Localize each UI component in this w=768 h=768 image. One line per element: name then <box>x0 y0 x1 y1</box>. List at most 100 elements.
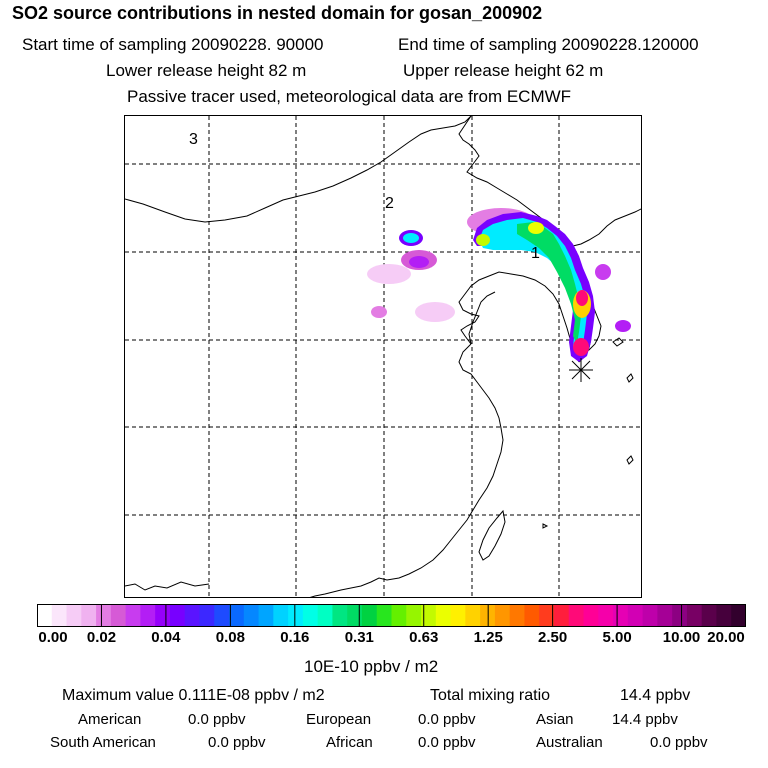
colorbar-cell <box>376 604 393 627</box>
colorbar-cell <box>51 604 68 627</box>
field-hotspot <box>576 290 588 306</box>
map-plot: 3 2 1 <box>125 116 641 597</box>
colorbar-cell <box>184 604 201 627</box>
island <box>626 373 634 383</box>
colorbar-cell <box>288 604 304 627</box>
field-patch <box>615 320 631 332</box>
total-mixing-ratio-value: 14.4 ppbv <box>620 687 691 704</box>
colorbar-cells <box>37 604 746 627</box>
region-value: 0.0 ppbv <box>188 711 246 728</box>
field-patch-faint <box>371 306 387 318</box>
receptor-marker <box>569 358 593 382</box>
colorbar-cell <box>361 604 378 627</box>
region-name: Asian <box>536 711 574 728</box>
colorbar-cell <box>450 604 466 627</box>
colorbar-cell <box>273 604 289 627</box>
colorbar-tick-label: 0.08 <box>215 629 245 646</box>
colorbar-dividers <box>100 604 683 627</box>
lower-release-height-label: Lower release height 82 m <box>106 61 307 80</box>
domain-label-2: 2 <box>385 195 394 212</box>
coastline <box>458 271 580 363</box>
colorbar-tick-label: 0.31 <box>344 629 374 646</box>
colorbar-cell <box>125 604 141 627</box>
field-hotspot <box>573 338 589 356</box>
colorbar-cell <box>332 604 348 627</box>
colorbar-tick-label: 0.00 <box>38 629 68 646</box>
coastline <box>309 343 504 597</box>
colorbar-cell <box>686 604 703 627</box>
colorbar-tick-label: 0.16 <box>280 629 310 646</box>
colorbar-cell <box>214 604 230 627</box>
island <box>542 523 549 529</box>
coastline <box>125 116 472 223</box>
colorbar-cell <box>553 604 570 627</box>
colorbar-cell <box>672 604 688 627</box>
colorbar-tick-label: 5.00 <box>602 629 632 646</box>
gridlines <box>125 116 641 597</box>
colorbar-cell <box>642 604 658 627</box>
region-value: 0.0 ppbv <box>208 734 266 751</box>
colorbar-cell <box>199 604 215 627</box>
colorbar-cell <box>598 604 614 627</box>
field-plume <box>517 222 581 344</box>
colorbar-cell <box>302 604 319 627</box>
colorbar-tick-label: 10.00 <box>662 629 701 646</box>
colorbar-cell <box>110 604 127 627</box>
region-value: 0.0 ppbv <box>418 734 476 751</box>
start-time-label: Start time of sampling 20090228. 90000 <box>22 35 324 54</box>
tracer-note: Passive tracer used, meteorological data… <box>127 87 572 106</box>
max-value-label: Maximum value 0.111E-08 ppbv / m2 <box>62 687 325 704</box>
total-mixing-ratio-label: Total mixing ratio <box>430 687 551 704</box>
colorbar-cell <box>391 604 407 627</box>
field-patch-faint <box>367 264 411 284</box>
colorbar-cell <box>627 604 644 627</box>
colorbar-tick-label: 0.02 <box>86 629 117 646</box>
region-name: South American <box>50 734 156 751</box>
colorbar-cell <box>140 604 156 627</box>
region-name: Australian <box>536 734 603 751</box>
upper-release-height-label: Upper release height 62 m <box>403 61 604 80</box>
colorbar-cell <box>155 604 171 627</box>
colorbar-cell <box>169 604 186 627</box>
colorbar-cell <box>465 604 481 627</box>
field-patch-faint <box>415 302 455 322</box>
colorbar-cell <box>539 604 555 627</box>
receptor-stroke <box>571 360 591 380</box>
region-name: European <box>306 711 372 728</box>
colorbar-cell <box>716 604 732 627</box>
chart-title: SO2 source contributions in nested domai… <box>12 3 543 23</box>
colorbar-tick-label: 0.04 <box>151 629 181 646</box>
contribution-field <box>367 208 631 362</box>
colorbar-cell <box>494 604 511 627</box>
colorbar-cell <box>524 604 540 627</box>
colorbar-cell <box>568 604 585 627</box>
field-patch <box>403 233 419 243</box>
colorbar-cell <box>731 604 746 627</box>
colorbar-tick-label: 20.00 <box>707 629 745 646</box>
end-time-label: End time of sampling 20090228.120000 <box>398 35 699 54</box>
island <box>478 509 506 561</box>
coastline <box>468 291 496 345</box>
field-hotspot <box>528 222 544 234</box>
field-patch <box>595 264 611 280</box>
river-border <box>125 581 210 591</box>
region-value: 0.0 ppbv <box>650 734 708 751</box>
field-hotspot <box>476 234 490 246</box>
domain-label-3: 3 <box>189 131 198 148</box>
region-value: 14.4 ppbv <box>612 711 678 728</box>
colorbar-cell <box>81 604 97 627</box>
colorbar-cell <box>317 604 334 627</box>
colorbar-cell <box>347 604 363 627</box>
colorbar-cell <box>243 604 260 627</box>
island <box>626 455 634 465</box>
colorbar-cell <box>258 604 274 627</box>
colorbar-cell <box>406 604 422 627</box>
region-value: 0.0 ppbv <box>418 711 476 728</box>
island <box>612 337 624 347</box>
colorbar-cell <box>583 604 599 627</box>
colorbar-cell <box>229 604 245 627</box>
colorbar-tick-label: 0.63 <box>409 629 439 646</box>
field-patch <box>409 256 429 268</box>
colorbar-cell <box>657 604 673 627</box>
colorbar-cell <box>509 604 526 627</box>
